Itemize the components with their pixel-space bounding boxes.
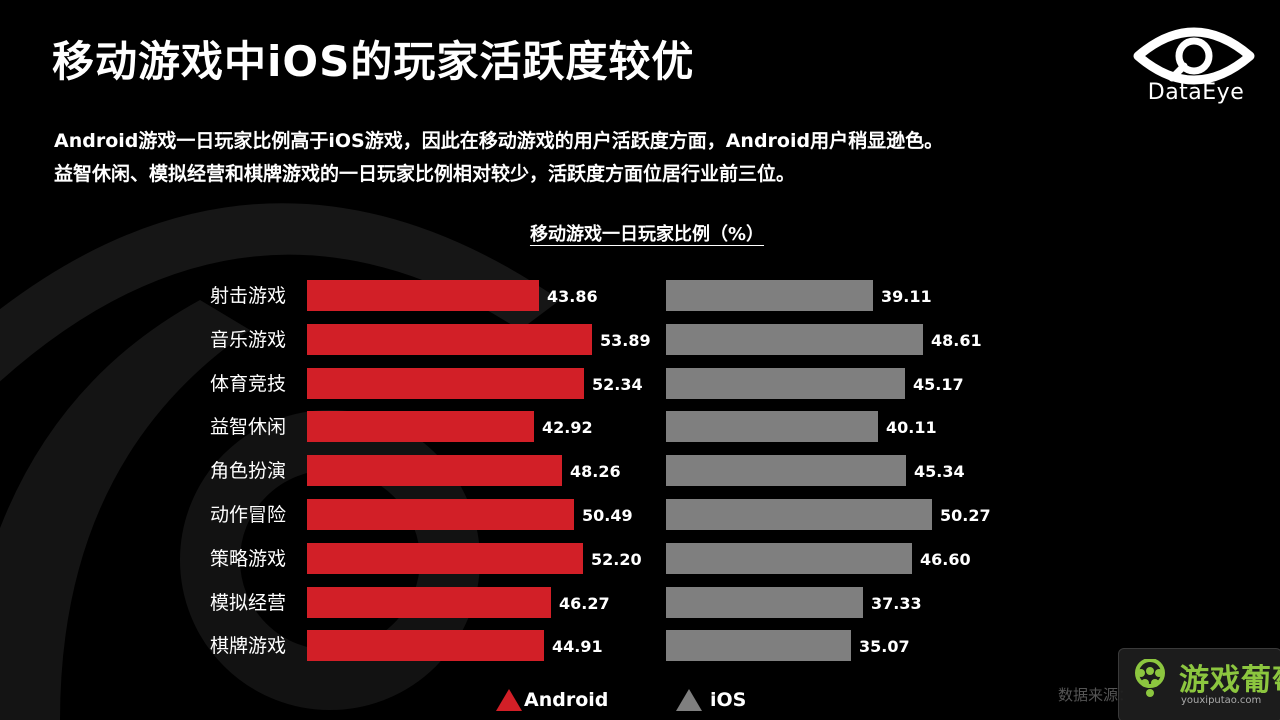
watermark-chinese-text: 游戏葡萄 [1179, 663, 1280, 698]
ios-bar [666, 368, 905, 399]
source-note: 数据来源： [1058, 686, 1134, 704]
android-value-label: 46.27 [559, 594, 610, 613]
ios-value-label: 50.27 [940, 506, 991, 525]
ios-bar [666, 499, 932, 530]
category-label: 策略游戏 [209, 548, 286, 570]
description-line-1: Android游戏一日玩家比例高于iOS游戏，因此在移动游戏的用户活跃度方面，A… [54, 130, 944, 152]
ios-bar [666, 455, 906, 486]
android-bar [307, 280, 539, 311]
ios-value-label: 35.07 [859, 637, 910, 656]
android-bar [307, 368, 584, 399]
triangle-marker-icon [676, 689, 702, 711]
android-bar [307, 543, 583, 574]
ios-value-label: 37.33 [871, 594, 922, 613]
youxiputao-watermark: 游戏葡萄 youxiputao.com [1118, 648, 1280, 720]
category-label: 模拟经营 [209, 592, 286, 614]
android-value-label: 44.91 [552, 637, 603, 656]
category-label: 角色扮演 [209, 460, 286, 482]
ios-bar [666, 630, 851, 661]
dataeye-eye-icon [1133, 27, 1255, 85]
android-bar [307, 324, 592, 355]
watermark-url-text: youxiputao.com [1181, 695, 1262, 706]
chart-title: 移动游戏一日玩家比例（%） [529, 224, 765, 245]
ios-value-label: 40.11 [886, 418, 937, 437]
ios-value-label: 45.34 [914, 462, 965, 481]
ios-value-label: 39.11 [881, 287, 932, 306]
android-value-label: 50.49 [582, 506, 633, 525]
android-value-label: 48.26 [570, 462, 621, 481]
category-label: 益智休闲 [209, 416, 286, 438]
android-bar [307, 587, 551, 618]
legend-ios-label: iOS [710, 689, 747, 711]
category-label: 体育竞技 [209, 373, 286, 395]
legend-android: Android [496, 688, 608, 712]
android-bar [307, 499, 574, 530]
android-value-label: 52.20 [591, 550, 642, 569]
ios-value-label: 45.17 [913, 375, 964, 394]
ios-bar [666, 587, 863, 618]
legend-ios: iOS [676, 688, 746, 712]
ios-bar [666, 543, 912, 574]
android-value-label: 42.92 [542, 418, 593, 437]
android-bar [307, 455, 562, 486]
ios-value-label: 48.61 [931, 331, 982, 350]
ios-value-label: 46.60 [920, 550, 971, 569]
android-value-label: 43.86 [547, 287, 598, 306]
ios-bar [666, 411, 878, 442]
chart-title-container: 移动游戏一日玩家比例（%） [0, 220, 1280, 246]
android-bar [307, 630, 544, 661]
android-value-label: 53.89 [600, 331, 651, 350]
category-label: 射击游戏 [209, 285, 286, 307]
android-value-label: 52.34 [592, 375, 643, 394]
dataeye-logo-text: DataEye [1147, 80, 1245, 105]
description-line-2: 益智休闲、模拟经营和棋牌游戏的一日玩家比例相对较少，活跃度方面位居行业前三位。 [54, 163, 796, 185]
category-label: 动作冒险 [209, 504, 286, 526]
triangle-marker-icon [496, 689, 522, 711]
ios-bar [666, 324, 923, 355]
page-title: 移动游戏中iOS的玩家活跃度较优 [52, 37, 695, 86]
android-bar [307, 411, 534, 442]
ios-bar [666, 280, 873, 311]
category-label: 音乐游戏 [209, 329, 286, 351]
legend-android-label: Android [524, 689, 609, 711]
grape-icon [1135, 659, 1165, 697]
category-label: 棋牌游戏 [209, 635, 286, 657]
